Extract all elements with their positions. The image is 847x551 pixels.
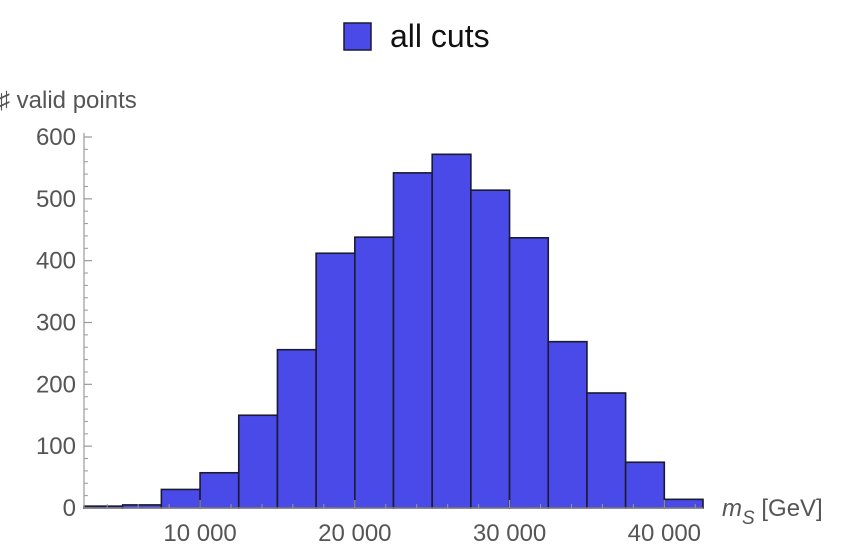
x-tick-label: 20 000 [318,520,391,547]
y-axis-label: ♯ valid points [0,87,137,114]
x-tick-label: 10 000 [163,520,236,547]
histogram-bar [315,252,356,509]
x-axis-label: mS [GeV] [722,495,823,529]
x-axis-label-subscript: S [742,508,755,529]
histogram-bar [586,392,627,509]
histogram-bar [663,498,704,509]
legend-swatch [343,22,372,51]
histogram-bar [160,488,201,509]
histogram-bar [392,172,433,509]
bars [83,153,704,509]
x-minor-ticks [106,504,696,508]
x-tick-label: 40 000 [628,520,701,547]
y-ticks: 0 100 200 300 400 500 600 [36,124,92,522]
y-minor-ticks [84,148,88,497]
histogram-bar [431,153,472,509]
y-tick-label: 200 [36,371,76,398]
histogram-bar [508,236,550,509]
histogram-bar [470,189,511,509]
histogram-bar [276,348,317,509]
histogram-bar [354,236,395,509]
x-tick-label: 30 000 [473,520,546,547]
y-tick-label: 400 [36,248,76,275]
y-tick-label: 600 [36,124,76,151]
x-axis-label-unit: [GeV] [755,495,823,522]
y-tick-label: 100 [36,433,76,460]
histogram-bar [547,340,588,509]
histogram-bar [624,461,666,509]
y-tick-label: 500 [36,186,76,213]
y-tick-label: 0 [63,495,76,522]
x-ticks: 10 000 20 000 30 000 40 000 [163,500,701,547]
legend-label: all cuts [390,18,490,54]
legend: all cuts [343,18,490,54]
y-tick-label: 300 [36,310,76,337]
histogram-bar [237,414,279,509]
histogram-bar [199,471,240,509]
x-axis-label-symbol: m [722,495,742,522]
